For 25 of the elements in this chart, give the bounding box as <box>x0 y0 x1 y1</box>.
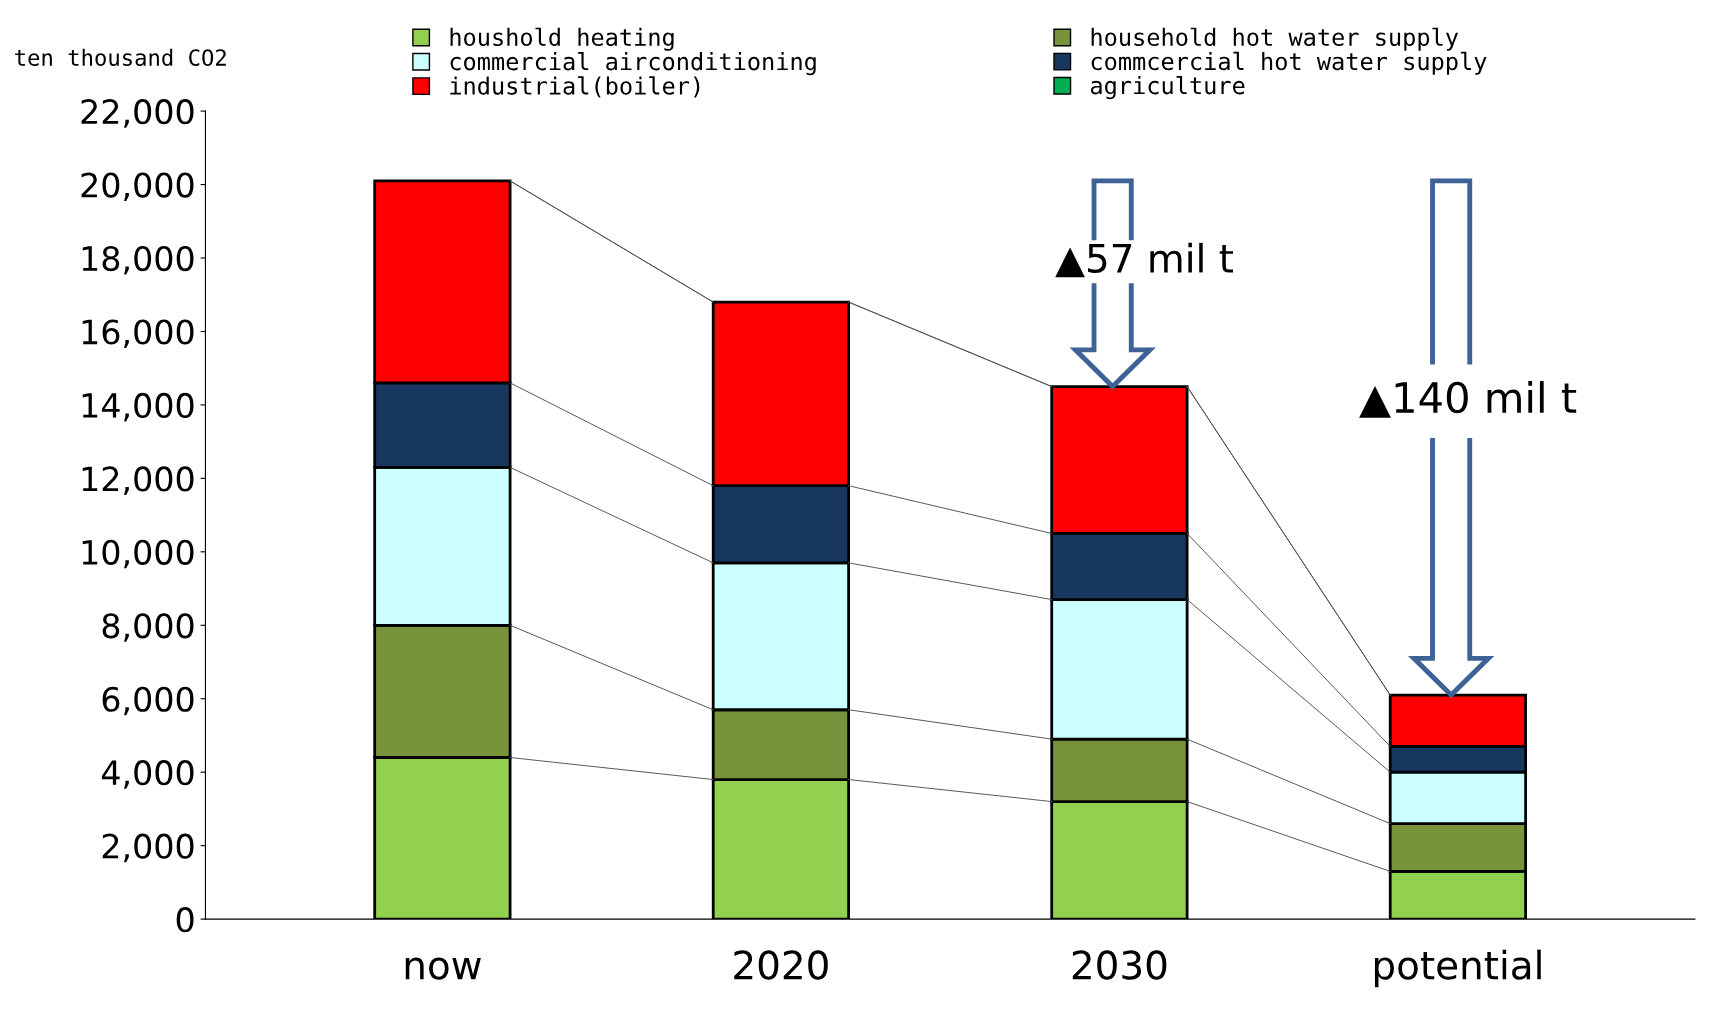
y-tick-label: 22,000 <box>81 99 194 128</box>
legend-label: industrial(boiler) <box>450 76 700 98</box>
y-tick-label: 0 <box>176 907 194 933</box>
y-tick-label: 14,000 <box>82 392 194 422</box>
y-tick-label: 12,000 <box>82 466 194 495</box>
x-tick-label: potential <box>1374 949 1541 988</box>
legend-label: agriculture <box>1090 75 1245 100</box>
x-tick-label: 2030 <box>1072 950 1167 980</box>
y-tick-label: 18,000 <box>82 245 194 275</box>
annotation: ▲57 mil t <box>1055 242 1234 278</box>
legend-label: houshold heating <box>450 27 674 51</box>
legend-label: household hot water supply <box>1091 27 1459 51</box>
x-tick-label: now <box>405 957 481 980</box>
y-tick-label: 6,000 <box>102 686 194 716</box>
legend-label: commercial airconditioning <box>450 52 816 76</box>
y-tick-label: 8,000 <box>102 613 194 642</box>
y-tick-label: 10,000 <box>82 539 194 569</box>
y-tick-label: 2,000 <box>102 833 194 863</box>
annotation: ▲140 mil t <box>1359 381 1577 418</box>
x-tick-label: 2020 <box>734 950 828 980</box>
y-tick-label: 20,000 <box>81 172 194 202</box>
y-tick-label: 4,000 <box>101 760 194 789</box>
y-tick-label: 16,000 <box>82 319 194 348</box>
y-axis-title: ten thousand CO2 <box>15 48 226 66</box>
legend-label: commcercial hot water supply <box>1091 51 1487 75</box>
